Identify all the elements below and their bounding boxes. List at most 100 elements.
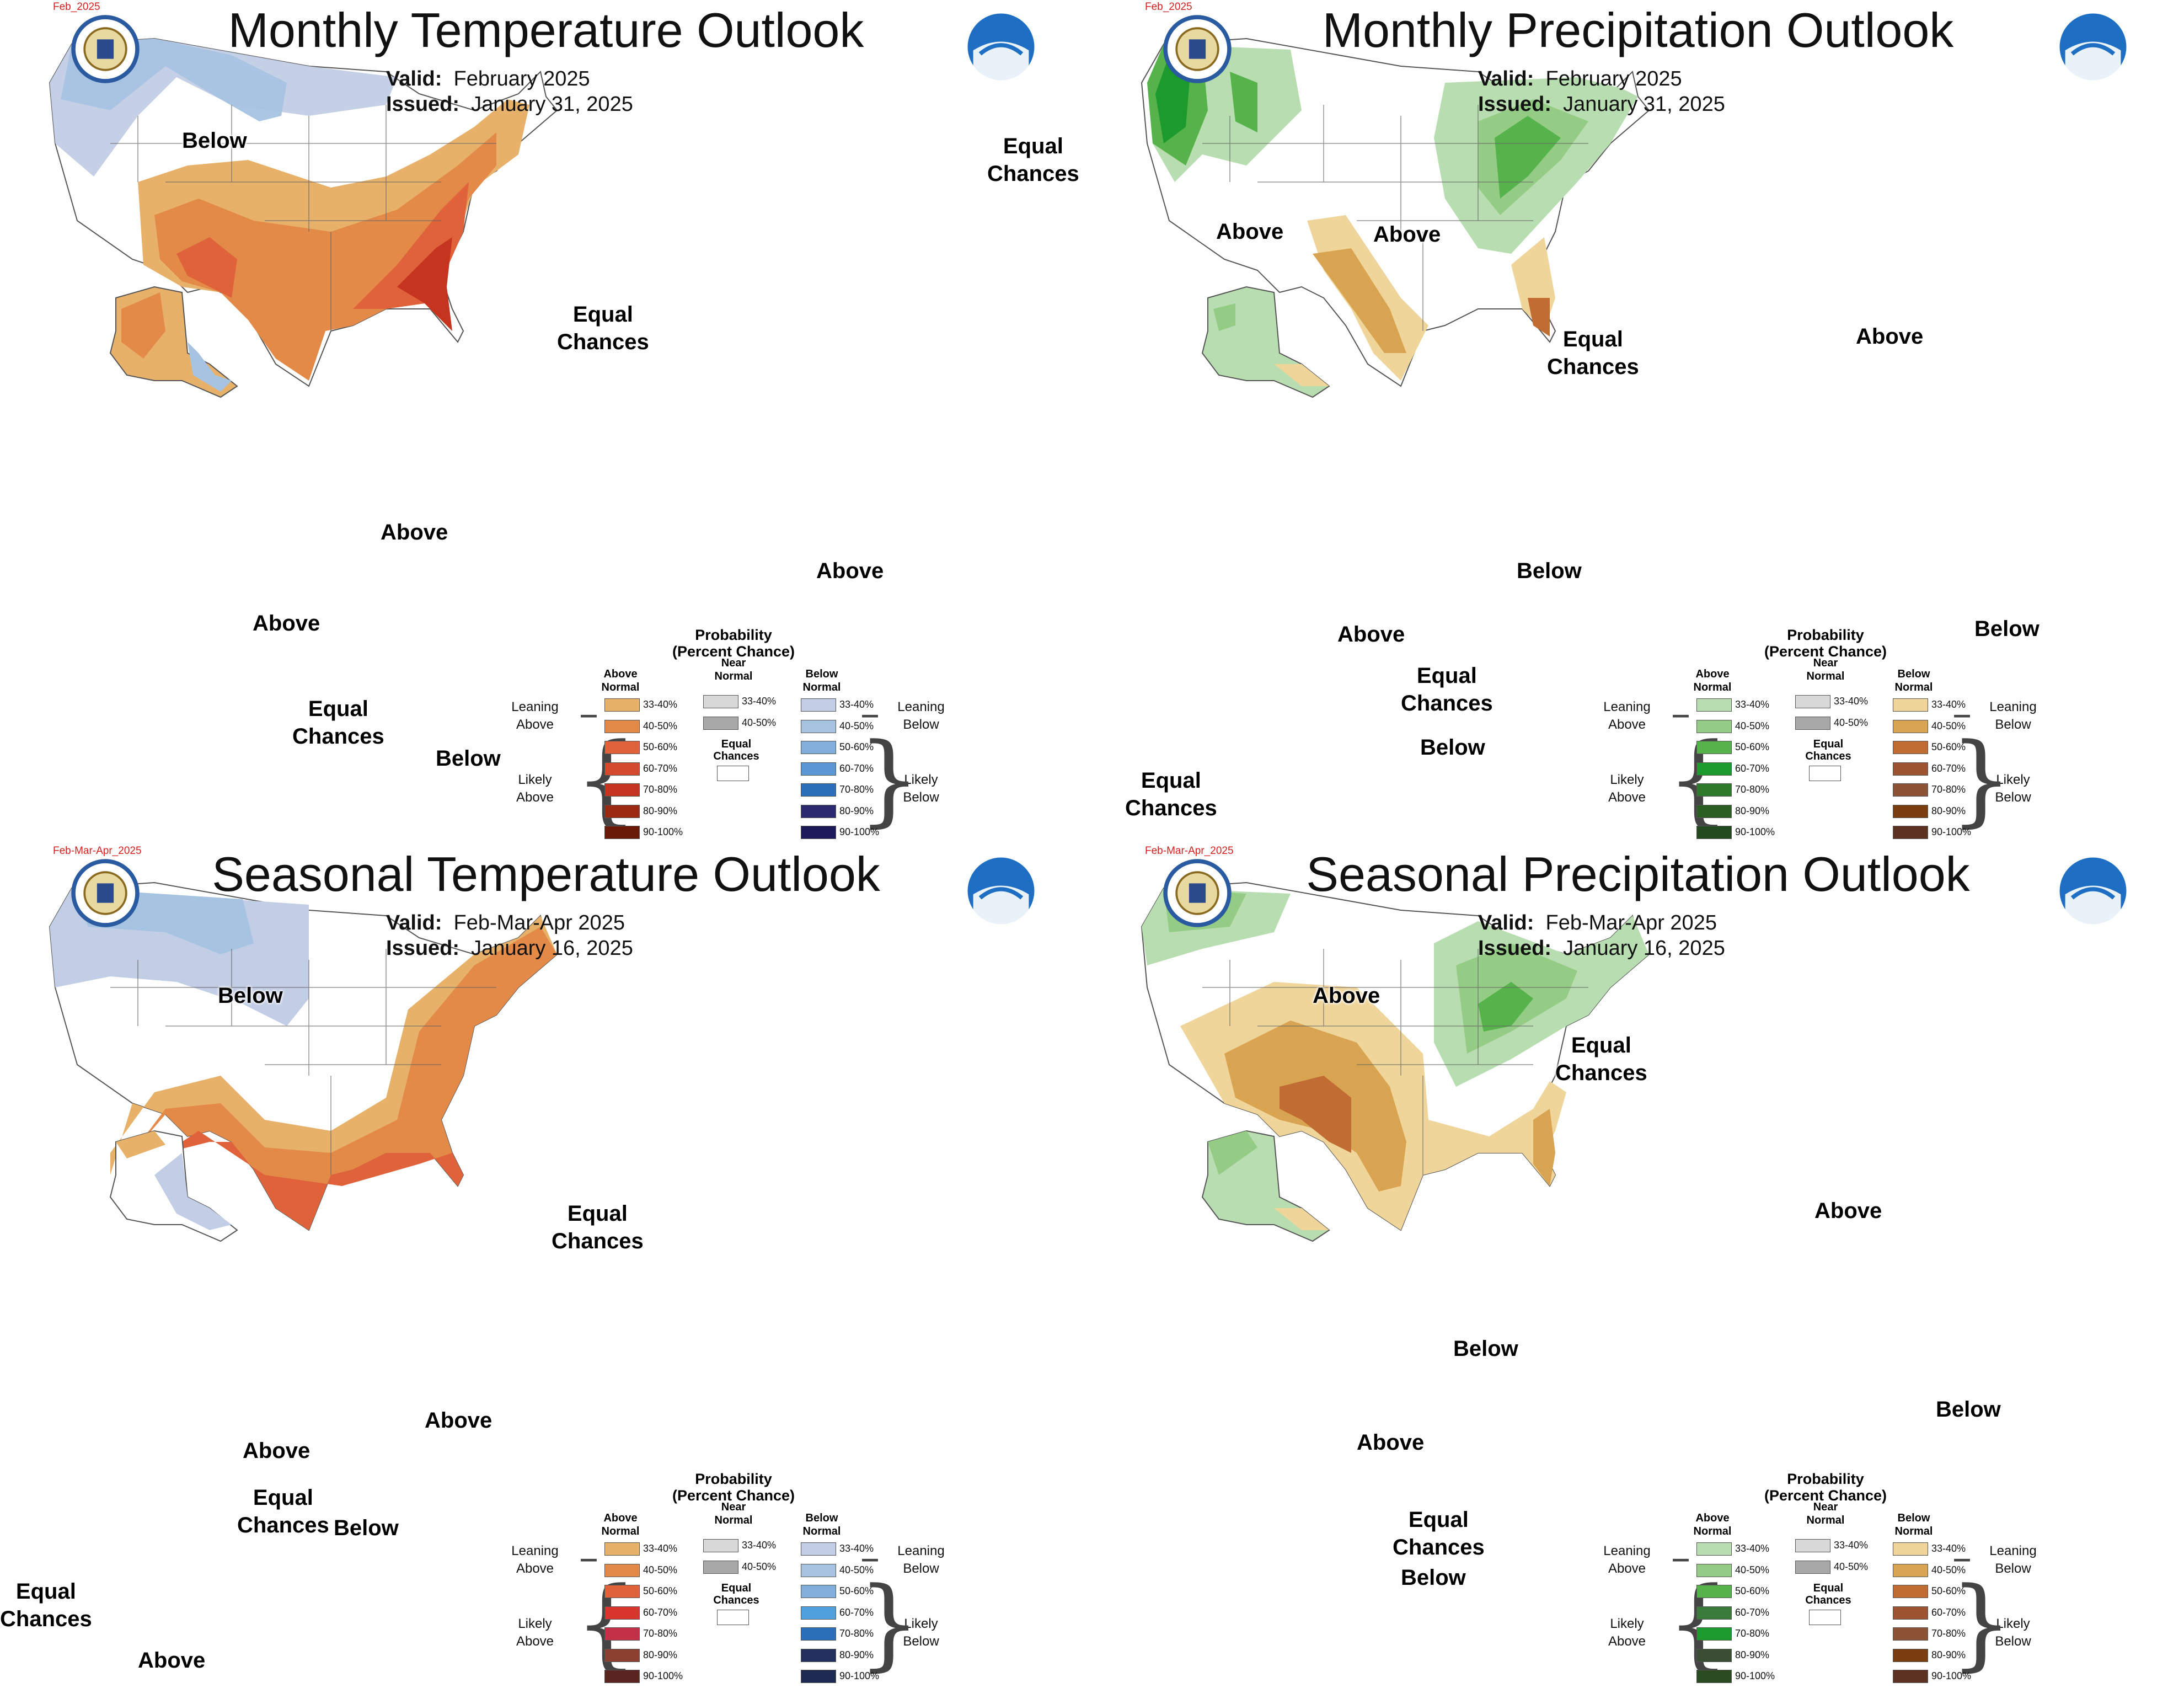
- monthly-precipitation-panel: Feb_2025 Monthly Precipitation Outlook V…: [1092, 0, 2184, 844]
- page-title: Seasonal Precipitation Outlook: [1306, 847, 1970, 901]
- legend-range-label: 70-80%: [1735, 1628, 1770, 1639]
- legend-swatch-above: [1696, 1585, 1732, 1598]
- legend-leaning-above: Leaning Above: [511, 1543, 559, 1576]
- legend-swatch-near: [703, 716, 738, 730]
- legend-swatch-above: [604, 804, 640, 818]
- legend-range-label: 70-80%: [643, 784, 678, 795]
- period-tag: Feb_2025: [1145, 1, 1192, 13]
- noaa-logo-icon: [2059, 13, 2127, 82]
- legend-range-label: 90-100%: [1931, 1670, 1972, 1681]
- legend-swatch-below: [801, 783, 836, 797]
- equal-chances-swatch: [1809, 1610, 1841, 1625]
- legend-title: Probability (Percent Chance): [672, 627, 795, 660]
- legend-range-label: 90-100%: [839, 826, 880, 837]
- noaa-logo-icon: [967, 857, 1035, 926]
- legend-range-label: 40-50%: [1931, 720, 1966, 731]
- legend-range-label: 50-60%: [643, 1585, 678, 1596]
- legend-swatch-below: [801, 1606, 836, 1620]
- legend-swatch-below: [1893, 1563, 1928, 1577]
- equal-chances-swatch: [717, 1610, 749, 1625]
- legend-col-near: Near Normal: [1806, 657, 1845, 682]
- legend-swatch-near: [1795, 716, 1830, 730]
- valid-value: Feb-Mar-Apr 2025: [1545, 911, 1717, 934]
- legend-swatch-above: [604, 1585, 640, 1598]
- legend-col-above: Above Normal: [1693, 1512, 1732, 1537]
- legend-range-label: 33-40%: [1931, 1543, 1966, 1554]
- legend-brace: }: [858, 1566, 921, 1681]
- legend-likely-below: Likely Below: [903, 1616, 939, 1649]
- legend-swatch-above: [1696, 1648, 1732, 1662]
- legend-swatch-below: [1893, 719, 1928, 733]
- legend-range-label: 33-40%: [1735, 1543, 1770, 1554]
- equal-chances-swatch: [1809, 766, 1841, 781]
- region-label: Below: [1517, 559, 1582, 583]
- legend-range-label: 33-40%: [643, 699, 678, 710]
- region-label: Below: [436, 746, 501, 771]
- legend-leaning-below: Leaning Below: [897, 699, 945, 732]
- legend-range-label: 40-50%: [1735, 720, 1770, 731]
- legend-brace: –: [1952, 691, 1972, 736]
- legend-swatch-above: [1696, 698, 1732, 712]
- region-label: Below: [1974, 617, 2040, 641]
- region-label: Equal Chances: [292, 697, 384, 749]
- valid-issued-block: Valid: February 2025 Issued: January 31,…: [1478, 66, 1725, 117]
- legend-range-label: 80-90%: [643, 1649, 678, 1660]
- legend-leaning-below: Leaning Below: [1989, 699, 2037, 732]
- legend-range-label: 50-60%: [643, 741, 678, 752]
- region-label: Equal Chances: [1393, 1508, 1485, 1559]
- legend-range-label: 90-100%: [1735, 826, 1775, 837]
- legend-likely-above: Likely Above: [516, 1616, 554, 1649]
- region-label: Below: [1401, 1566, 1466, 1590]
- monthly-temperature-panel: Feb_2025 Monthly Temperature Outlook Val…: [0, 0, 1092, 844]
- legend-col-near: Near Normal: [714, 1501, 753, 1526]
- map-graphic: [1141, 38, 1650, 398]
- region-label: Above: [1357, 1430, 1425, 1455]
- legend-brace: }: [858, 722, 921, 837]
- legend-range-label: 60-70%: [643, 1606, 678, 1618]
- legend-likely-below: Likely Below: [903, 772, 939, 805]
- legend-range-label: 33-40%: [1735, 699, 1770, 710]
- legend-swatch-below: [1893, 1627, 1928, 1641]
- legend-swatch-below: [801, 1648, 836, 1662]
- legend-col-below: Below Normal: [1894, 1512, 1933, 1537]
- legend-swatch-near: [703, 695, 738, 708]
- legend-swatch-above: [604, 1627, 640, 1641]
- issued-label: Issued:: [386, 93, 460, 116]
- legend-range-label: 90-100%: [839, 1670, 880, 1681]
- legend-swatch-above: [604, 741, 640, 754]
- legend-range-label: 60-70%: [1931, 762, 1966, 774]
- legend-range-label: 40-50%: [742, 717, 777, 728]
- legend-swatch-above: [604, 1606, 640, 1620]
- legend-range-label: 80-90%: [1735, 805, 1770, 816]
- issued-label: Issued:: [386, 937, 460, 960]
- legend-range-label: 33-40%: [839, 1543, 874, 1554]
- legend-swatch-above: [1696, 1670, 1732, 1683]
- valid-label: Valid:: [386, 67, 442, 90]
- legend-swatch-above: [1696, 783, 1732, 797]
- legend-range-label: 40-50%: [839, 720, 874, 731]
- legend-swatch-below: [1893, 741, 1928, 754]
- region-label: Equal Chances: [552, 1201, 644, 1253]
- valid-label: Valid:: [386, 911, 442, 934]
- region-label: Above: [138, 1648, 206, 1673]
- issued-value: January 16, 2025: [471, 937, 633, 960]
- region-label: Equal Chances: [1125, 768, 1217, 820]
- legend-col-below: Below Normal: [1894, 668, 1933, 693]
- legend-col-above: Above Normal: [1693, 668, 1732, 693]
- map-graphic: [49, 38, 558, 398]
- region-label: Above: [1216, 220, 1284, 244]
- legend-range-label: 33-40%: [1834, 1540, 1869, 1551]
- legend-brace: –: [579, 1535, 598, 1580]
- legend-swatch-above: [604, 1670, 640, 1683]
- valid-value: February 2025: [453, 67, 590, 90]
- legend-swatch-below: [1893, 1648, 1928, 1662]
- probability-legend: Probability (Percent Chance) Above Normal…: [1588, 1450, 2063, 1687]
- legend-col-near: Near Normal: [1806, 1501, 1845, 1526]
- region-label: Above: [1856, 324, 1924, 349]
- legend-col-below: Below Normal: [802, 668, 841, 693]
- valid-issued-block: Valid: February 2025 Issued: January 31,…: [386, 66, 633, 117]
- legend-equal-chances: Equal Chances: [1805, 1582, 1851, 1606]
- valid-value: Feb-Mar-Apr 2025: [453, 911, 625, 934]
- period-tag: Feb-Mar-Apr_2025: [1145, 845, 1234, 857]
- noaa-logo-icon: [2059, 857, 2127, 926]
